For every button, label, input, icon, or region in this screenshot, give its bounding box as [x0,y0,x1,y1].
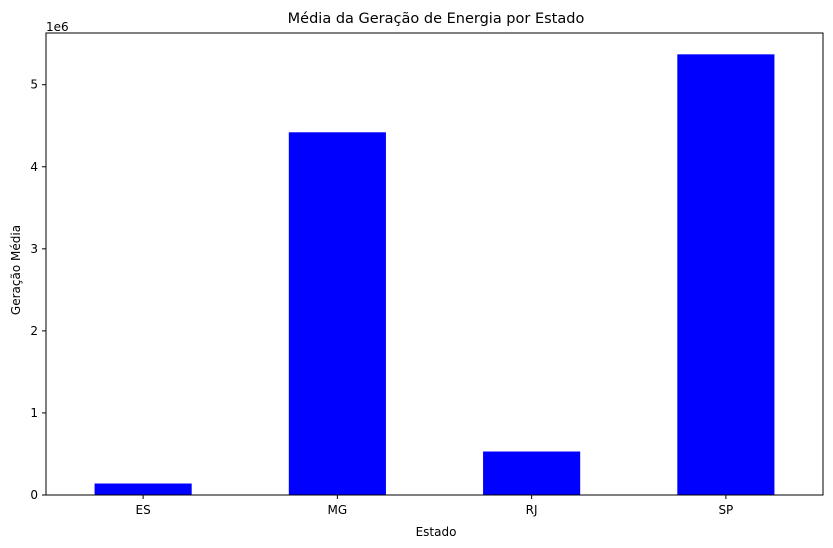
y-tick-label: 2 [30,324,38,338]
x-tick-label: MG [328,503,348,517]
y-axis-ticks: 0 1 2 3 4 5 [30,78,46,502]
y-tick-label: 3 [30,242,38,256]
plot-area-frame [45,32,824,496]
y-axis-label: Geração Média [9,225,23,315]
x-axis-label: Estado [416,525,457,539]
chart-title: Média da Geração de Energia por Estado [288,11,585,27]
y-tick-label: 4 [30,160,38,174]
bar-rj [483,451,581,495]
y-tick-label: 0 [30,488,38,502]
y-tick-label: 5 [30,78,38,92]
bar-sp [677,54,775,496]
bar-es [94,483,192,495]
x-axis-ticks: ES MG RJ SP [136,495,733,517]
x-tick-label: SP [718,503,733,517]
bar-mg [288,132,386,495]
bars-group [94,54,775,496]
y-axis-multiplier: 1e6 [46,20,69,34]
x-tick-label: ES [136,503,151,517]
x-tick-label: RJ [526,503,538,517]
y-tick-label: 1 [30,406,38,420]
